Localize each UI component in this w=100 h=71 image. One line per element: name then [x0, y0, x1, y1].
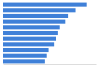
chart	[0, 0, 100, 71]
bar	[3, 37, 56, 41]
x-axis	[4, 64, 97, 65]
bar	[3, 59, 45, 63]
bar	[3, 14, 68, 18]
bar	[3, 8, 76, 12]
bar	[3, 25, 60, 29]
bar	[3, 42, 54, 46]
bar	[3, 54, 47, 58]
axis-line	[4, 64, 97, 65]
bar	[3, 20, 65, 24]
bar	[3, 31, 58, 35]
plot	[3, 3, 97, 65]
bar	[3, 48, 49, 52]
bars	[3, 3, 87, 64]
bar	[3, 3, 87, 7]
